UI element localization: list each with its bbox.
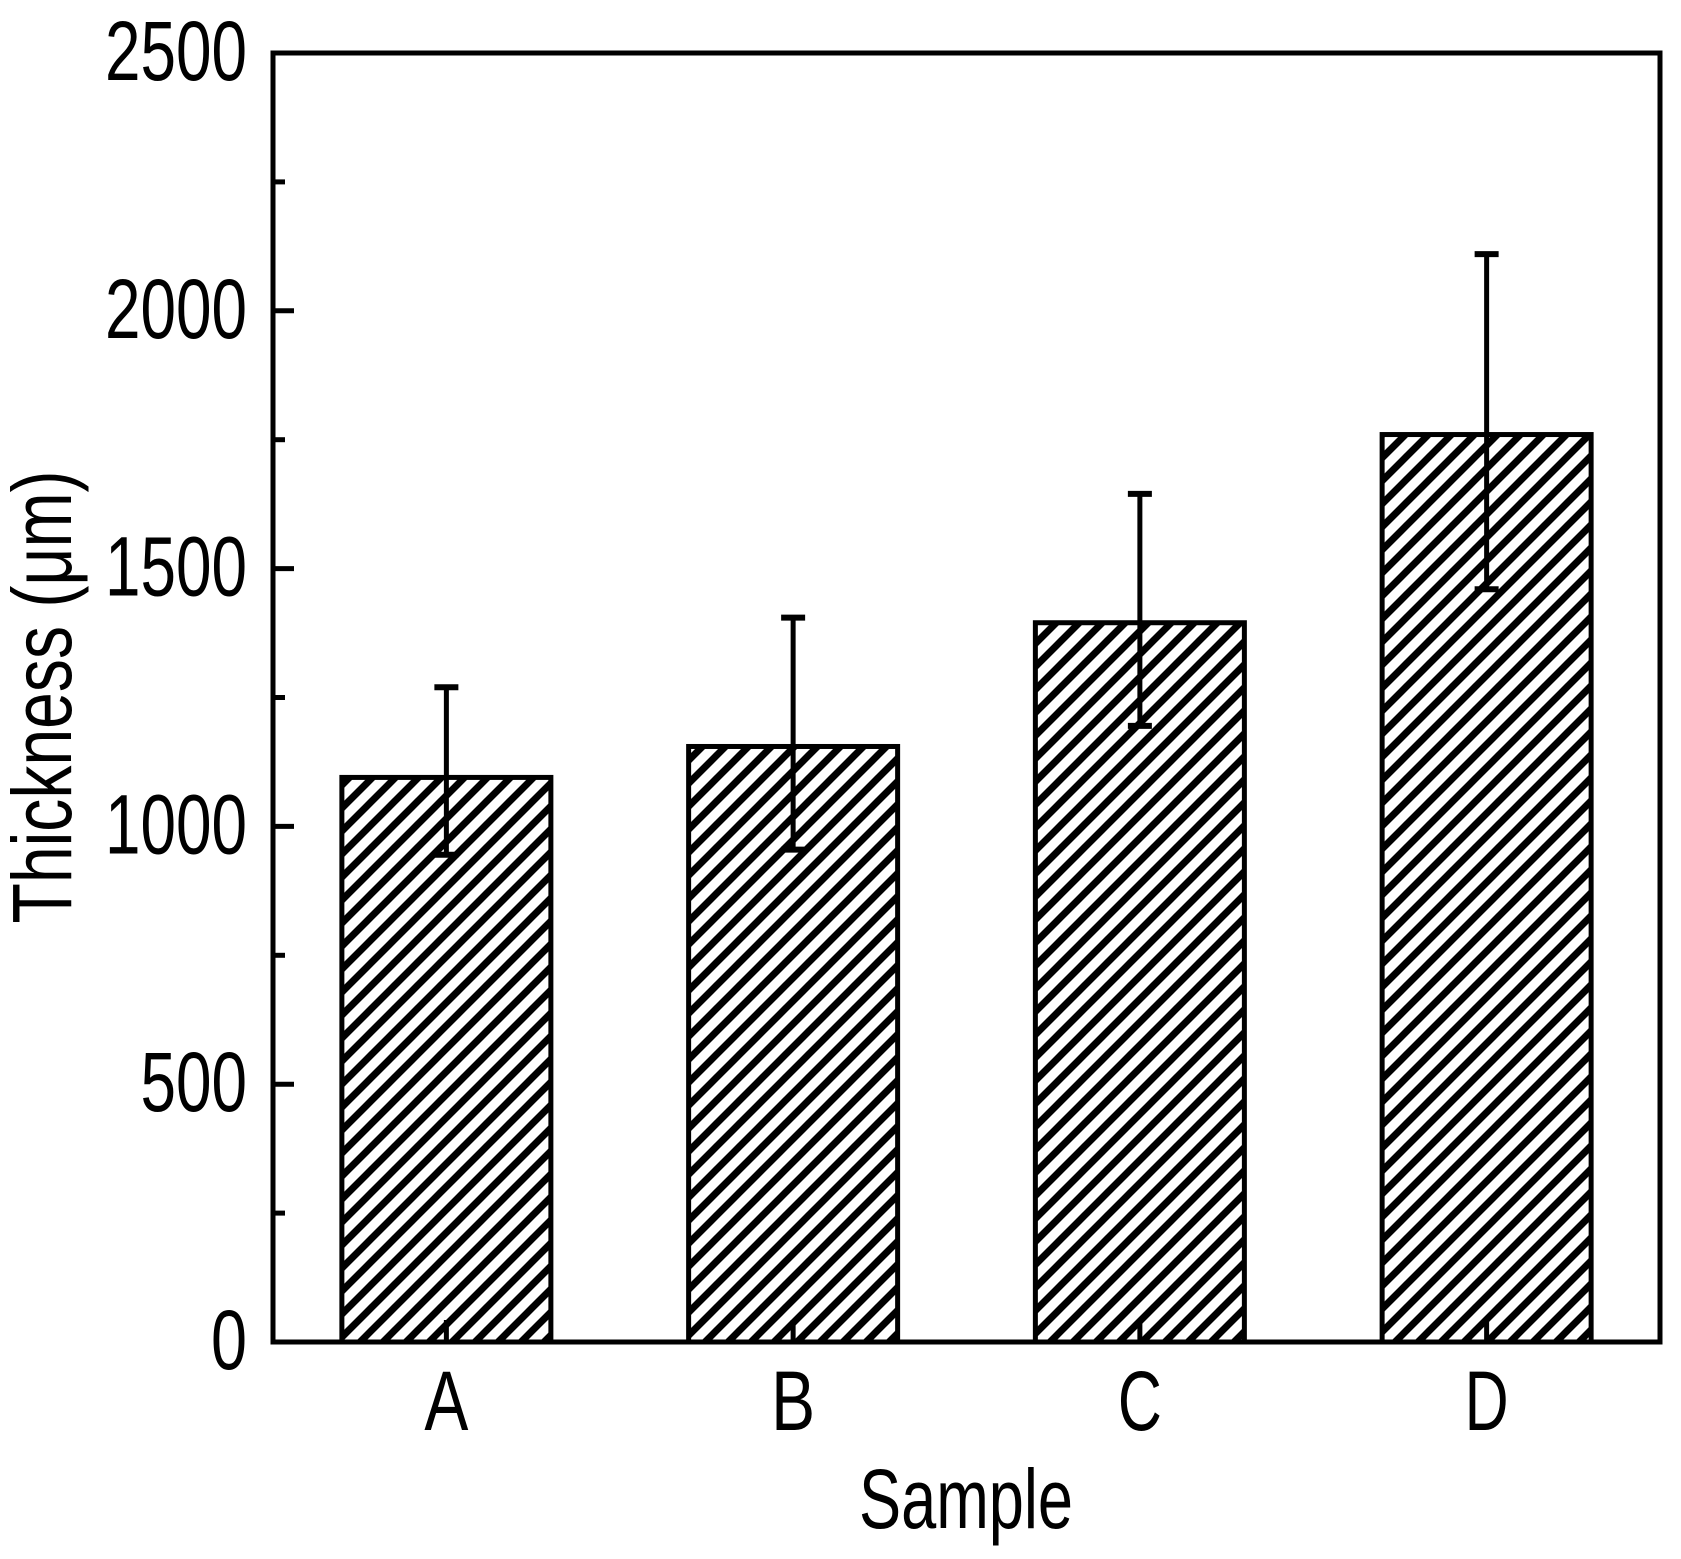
y-tick-label-1500: 1500	[105, 520, 247, 614]
y-axis-title: Thickness (μm)	[0, 471, 89, 924]
bar-A	[339, 774, 554, 1345]
y-tick-label-0: 0	[211, 1293, 247, 1387]
x-tick-label-D: D	[1465, 1354, 1509, 1448]
x-tick-label-A: A	[424, 1354, 468, 1448]
bar-C	[1032, 620, 1247, 1345]
y-tick-label-2500: 2500	[105, 4, 247, 98]
x-tick-label-B: B	[771, 1354, 815, 1448]
y-tick-label-1000: 1000	[105, 777, 247, 871]
plot-area: 0 500 1000 1500 2000 2500 A B C D	[105, 4, 1663, 1448]
y-tick-label-2000: 2000	[105, 262, 247, 356]
x-tick-label-C: C	[1118, 1354, 1162, 1448]
x-axis-title: Sample	[859, 1452, 1073, 1546]
y-tick-label-500: 500	[141, 1035, 248, 1129]
